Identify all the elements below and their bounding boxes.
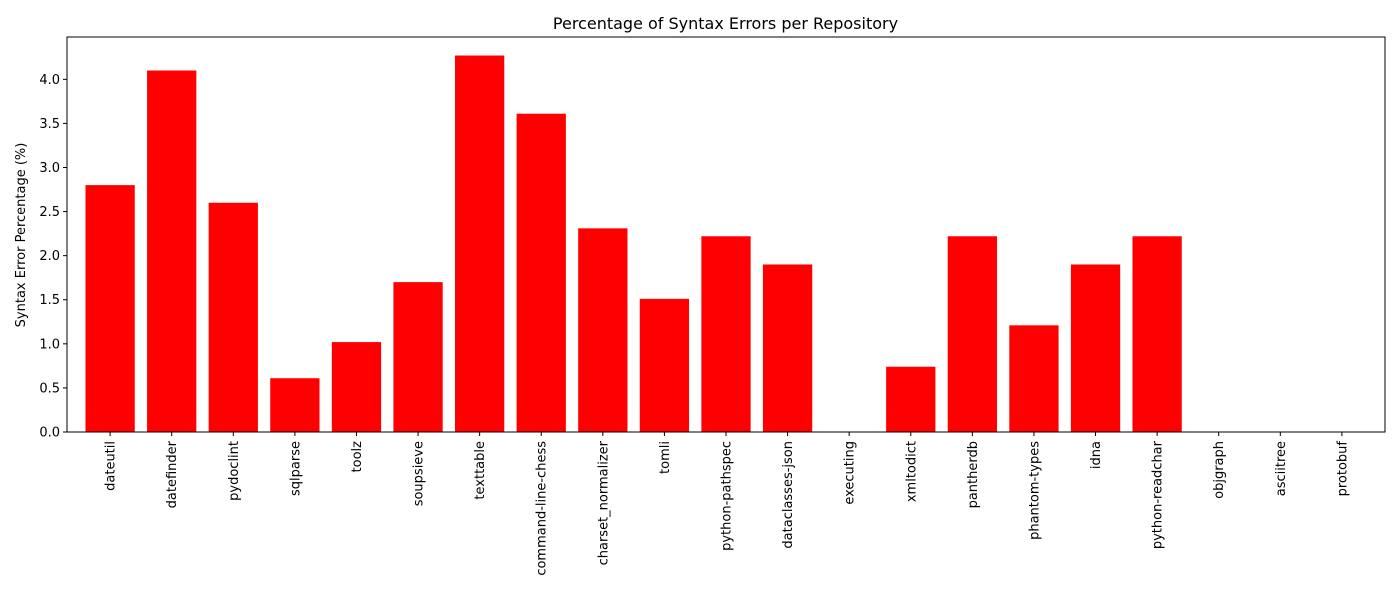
x-tick-label: python-pathspec [720, 441, 735, 551]
bar-texttable [455, 55, 505, 433]
x-tick-label: pantherdb [966, 441, 981, 508]
x-tick-label: python-readchar [1151, 440, 1166, 549]
bar-dataclasses-json [762, 264, 813, 432]
x-tick-label: charset_normalizer [596, 440, 611, 565]
x-tick-label: command-line-chess [535, 441, 550, 576]
x-tick-label: idna [1089, 441, 1104, 469]
bar-dateutil [85, 185, 135, 432]
x-tick-label: phantom-types [1027, 441, 1042, 540]
y-tick-label: 1.0 [39, 337, 60, 352]
x-tick-label: pydoclint [227, 441, 242, 501]
y-tick-label: 3.5 [39, 117, 60, 132]
bar-datefinder [147, 70, 197, 432]
y-tick-label: 2.0 [39, 249, 60, 264]
y-tick-label: 1.5 [39, 293, 60, 308]
bar-soupsieve [393, 282, 443, 432]
bar-python-pathspec [701, 236, 751, 432]
plot-area: 0.0 0.5 1.0 1.5 2.0 2.5 3.0 3.5 4.0 dateutil datef… [39, 36, 1386, 576]
bar-pantherdb [947, 236, 997, 432]
chart-title: Percentage of Syntax Errors per Reposito… [553, 14, 898, 33]
x-tick-label: sqlparse [288, 441, 303, 496]
x-tick-label: dateutil [104, 441, 119, 491]
bar-xmltodict [886, 366, 936, 432]
bar-toolz [331, 342, 382, 432]
bar-pydoclint [208, 202, 258, 432]
bar-charset_normalizer [578, 228, 628, 432]
x-tick-label: texttable [473, 441, 488, 500]
y-tick-label: 2.5 [39, 205, 60, 220]
y-tick-label: 3.0 [39, 161, 60, 176]
x-tick-label: executing [843, 441, 858, 505]
x-tick-label: toolz [350, 441, 365, 473]
x-tick-label: datefinder [165, 440, 180, 508]
x-tick-label: dataclasses-json [781, 441, 796, 549]
bar-phantom-types [1009, 325, 1059, 432]
y-tick-label: 0.5 [39, 381, 60, 396]
bar-idna [1070, 264, 1121, 432]
bar-command-line-chess [516, 113, 566, 433]
bar-tomli [639, 298, 690, 432]
x-tick-label: asciitree [1274, 441, 1289, 496]
x-tick-label: tomli [658, 441, 673, 474]
y-axis-label: Syntax Error Percentage (%) [14, 143, 29, 328]
x-tick-label: xmltodict [904, 441, 919, 502]
bar-sqlparse [270, 378, 320, 432]
y-tick-label: 0.0 [39, 426, 60, 441]
x-tick-label: protobuf [1335, 441, 1350, 497]
bar-python-readchar [1132, 236, 1182, 432]
y-tick-label: 4.0 [39, 73, 60, 88]
x-tick-label: soupsieve [412, 441, 427, 506]
x-tick-label: objgraph [1212, 441, 1227, 499]
